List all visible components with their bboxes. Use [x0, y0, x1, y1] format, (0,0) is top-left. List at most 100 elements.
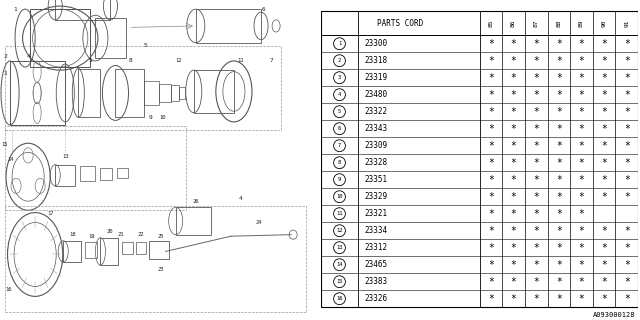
Text: *: *: [624, 39, 630, 49]
Bar: [196, 9, 261, 43]
Text: 26: 26: [193, 199, 199, 204]
Text: *: *: [579, 294, 584, 304]
Text: *: *: [511, 73, 516, 83]
Text: *: *: [601, 39, 607, 49]
Text: *: *: [511, 243, 516, 253]
Text: *: *: [511, 141, 516, 151]
Text: *: *: [488, 107, 494, 117]
Text: *: *: [579, 107, 584, 117]
Text: *: *: [601, 226, 607, 236]
Text: 14: 14: [336, 262, 343, 267]
Bar: [78, 68, 100, 117]
Text: *: *: [624, 277, 630, 287]
Text: *: *: [601, 243, 607, 253]
Text: 10: 10: [159, 115, 166, 120]
Text: 12: 12: [175, 59, 182, 63]
Text: *: *: [533, 294, 539, 304]
Text: 15: 15: [336, 279, 343, 284]
Text: *: *: [556, 107, 562, 117]
Text: *: *: [579, 124, 584, 134]
Text: 24: 24: [256, 220, 262, 225]
Bar: [136, 242, 145, 254]
Text: 23: 23: [157, 267, 164, 272]
Bar: [55, 164, 76, 186]
Bar: [100, 168, 113, 180]
Text: 13: 13: [336, 245, 343, 250]
Text: *: *: [601, 124, 607, 134]
Text: *: *: [556, 158, 562, 168]
Text: 11: 11: [336, 211, 343, 216]
Text: *: *: [533, 158, 539, 168]
Text: 4: 4: [26, 54, 29, 59]
Text: *: *: [488, 260, 494, 270]
Text: 5: 5: [338, 109, 341, 114]
Bar: [148, 241, 169, 259]
Text: *: *: [533, 107, 539, 117]
Bar: [171, 85, 179, 100]
Text: *: *: [533, 260, 539, 270]
Text: 23334: 23334: [364, 226, 387, 235]
Text: *: *: [488, 192, 494, 202]
Text: *: *: [488, 294, 494, 304]
Bar: [95, 18, 125, 58]
Text: A093000128: A093000128: [593, 312, 635, 318]
Text: *: *: [624, 260, 630, 270]
Text: *: *: [488, 141, 494, 151]
Text: 13: 13: [62, 155, 68, 159]
Text: 23465: 23465: [364, 260, 387, 269]
Text: *: *: [624, 107, 630, 117]
Text: 5: 5: [88, 59, 92, 63]
Text: 22: 22: [138, 232, 144, 237]
Bar: [179, 87, 185, 99]
Text: 23383: 23383: [364, 277, 387, 286]
Text: *: *: [488, 124, 494, 134]
Text: *: *: [533, 226, 539, 236]
Text: *: *: [511, 124, 516, 134]
Text: *: *: [624, 192, 630, 202]
Text: *: *: [579, 226, 584, 236]
Text: *: *: [511, 175, 516, 185]
Text: 3: 3: [338, 75, 341, 80]
Bar: [176, 207, 211, 235]
Text: *: *: [511, 277, 516, 287]
Text: *: *: [601, 90, 607, 100]
Bar: [81, 166, 95, 181]
Text: *: *: [601, 277, 607, 287]
Text: *: *: [533, 175, 539, 185]
Text: *: *: [488, 90, 494, 100]
Text: 91: 91: [624, 20, 629, 27]
Text: *: *: [556, 175, 562, 185]
Text: *: *: [488, 243, 494, 253]
Text: *: *: [533, 141, 539, 151]
Text: *: *: [556, 226, 562, 236]
Bar: [194, 70, 234, 113]
Text: *: *: [601, 73, 607, 83]
Text: 19: 19: [88, 234, 95, 239]
Text: 23319: 23319: [364, 73, 387, 82]
Text: *: *: [488, 158, 494, 168]
Text: *: *: [579, 192, 584, 202]
Text: *: *: [556, 39, 562, 49]
Text: *: *: [488, 73, 494, 83]
Bar: [5, 206, 306, 312]
Text: 8: 8: [338, 160, 341, 165]
Text: *: *: [488, 39, 494, 49]
Text: *: *: [556, 192, 562, 202]
Text: *: *: [511, 90, 516, 100]
Text: *: *: [579, 39, 584, 49]
Text: *: *: [624, 124, 630, 134]
Text: 14: 14: [7, 157, 13, 163]
Text: *: *: [624, 294, 630, 304]
Text: *: *: [533, 73, 539, 83]
Text: *: *: [601, 107, 607, 117]
Text: *: *: [556, 243, 562, 253]
Text: 25: 25: [157, 234, 164, 239]
Text: *: *: [511, 294, 516, 304]
Text: *: *: [511, 260, 516, 270]
Text: *: *: [624, 56, 630, 66]
Text: 2: 2: [3, 54, 7, 59]
Text: 9: 9: [338, 177, 341, 182]
Text: *: *: [556, 73, 562, 83]
Text: *: *: [624, 243, 630, 253]
Text: 23318: 23318: [364, 56, 387, 65]
